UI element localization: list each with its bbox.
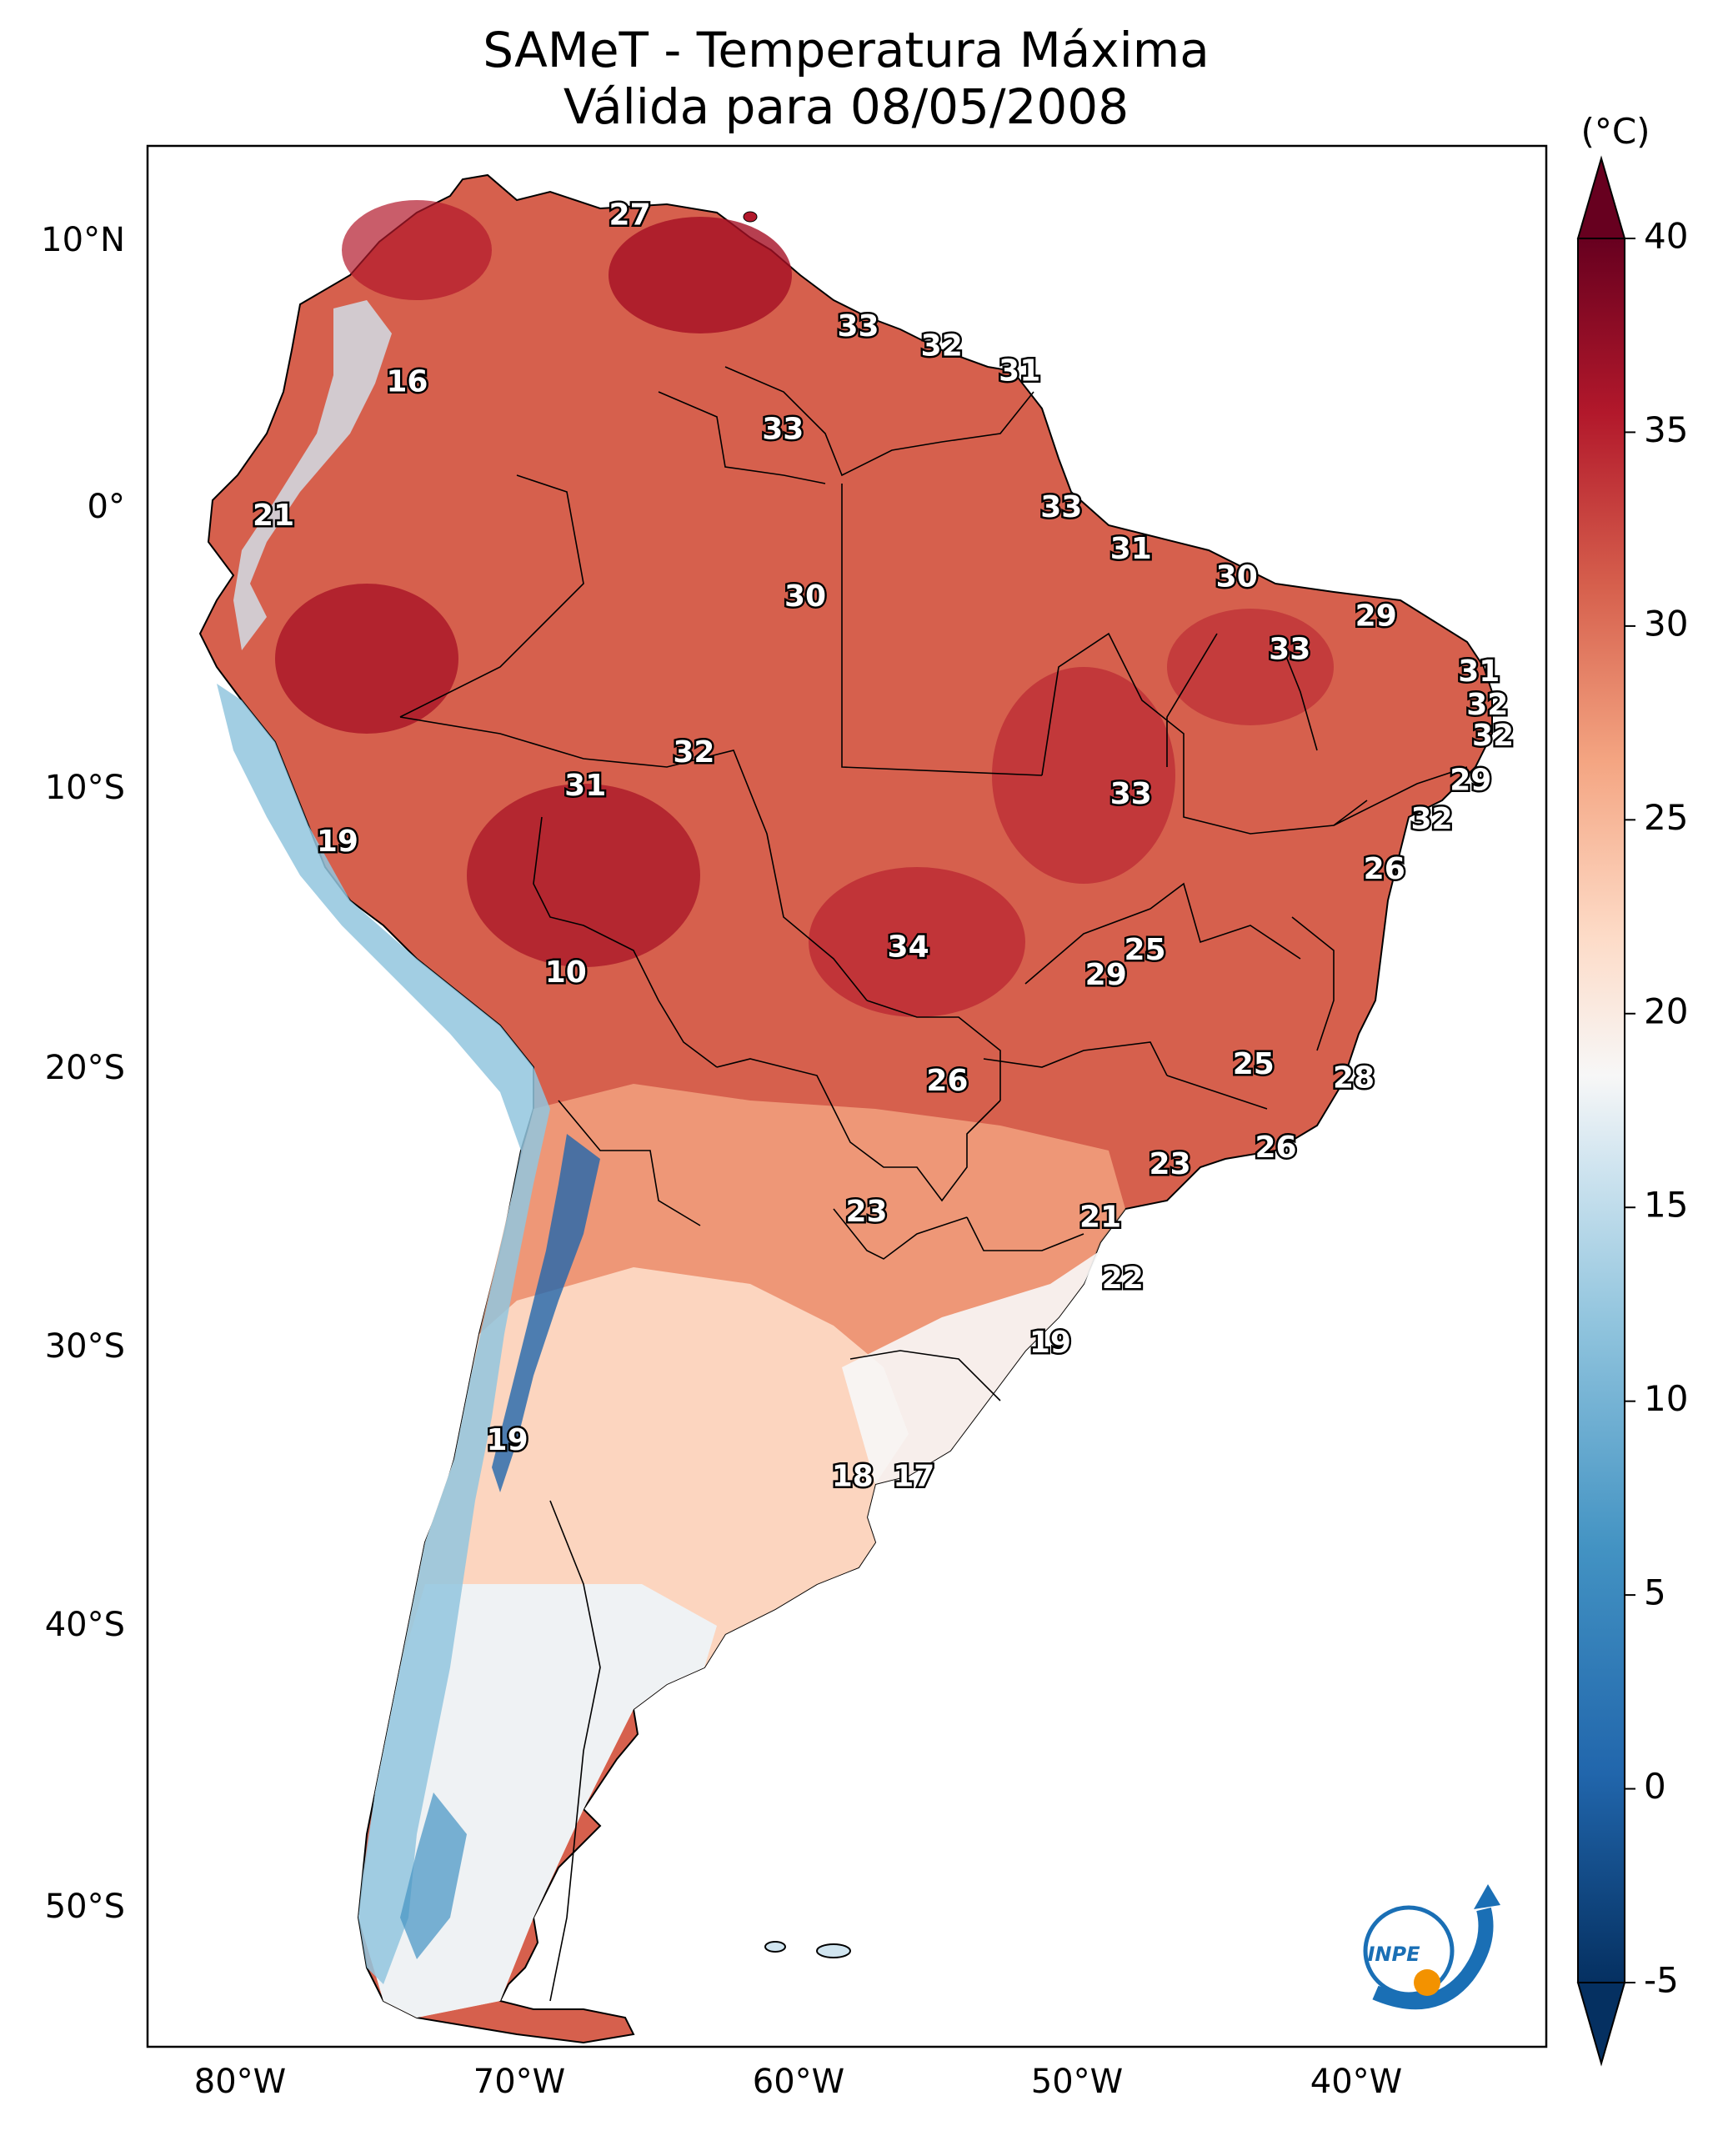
lon-tick-label: 80°W [194, 2063, 286, 2101]
temperature-value-label: 30 [1216, 560, 1258, 594]
lat-tick-label: 40°S [45, 1606, 125, 1644]
temperature-value-label: 29 [1450, 763, 1491, 797]
map-title-line-2: Válida para 08/05/2008 [563, 78, 1129, 135]
temperature-value-label: 21 [253, 499, 294, 533]
temperature-value-label: 33 [1040, 490, 1082, 524]
temperature-value-label: 25 [1233, 1047, 1275, 1081]
colorbar-tick-label: 0 [1644, 1766, 1666, 1807]
temperature-value-label: 22 [1102, 1261, 1144, 1296]
temperature-value-label: 25 [1124, 933, 1165, 967]
map-area [198, 173, 1493, 2044]
temperature-value-label: 31 [564, 769, 606, 803]
lon-tick-label: 40°W [1310, 2063, 1402, 2101]
colorbar-tick-label: 15 [1644, 1185, 1688, 1226]
temperature-value-label: 16 [386, 365, 428, 399]
colorbar-gradient [1577, 238, 1625, 1983]
colorbar: (°C) 40 35 30 25 20 15 10 5 0 -5 [1576, 111, 1688, 2067]
temperature-value-label: 26 [1255, 1131, 1296, 1165]
temperature-value-label: 30 [784, 579, 826, 614]
lon-tick-label: 60°W [753, 2063, 844, 2101]
colorbar-unit: (°C) [1580, 111, 1650, 152]
lat-tick-label: 10°S [45, 769, 125, 807]
lat-tick-label: 50°S [45, 1888, 125, 1926]
temperature-value-label: 32 [1472, 719, 1514, 753]
temperature-value-label: 33 [837, 309, 879, 343]
temperature-value-label: 31 [999, 353, 1040, 388]
temperature-value-label: 32 [1466, 688, 1508, 722]
colorbar-tick-label: 20 [1644, 990, 1688, 1031]
temperature-value-label: 34 [888, 930, 929, 965]
lon-ticks: 80°W 70°W 60°W 50°W 40°W [194, 2063, 1402, 2101]
temperature-value-label: 19 [317, 825, 358, 859]
lon-tick-label: 50°W [1031, 2063, 1123, 2101]
colorbar-tick-label: 30 [1644, 603, 1688, 644]
temperature-value-label: 26 [926, 1064, 968, 1098]
colorbar-tick-label: 40 [1644, 216, 1688, 257]
map-frame [146, 144, 1548, 2048]
lat-tick-label: 20°S [45, 1049, 125, 1087]
temperature-value-label: 33 [1110, 777, 1152, 811]
temperature-value-label: 23 [845, 1195, 887, 1229]
temperature-value-label: 27 [609, 198, 651, 232]
temperature-value-label: 29 [1355, 599, 1397, 633]
lat-tick-label: 30°S [45, 1327, 125, 1366]
temperature-value-label: 31 [1110, 532, 1152, 566]
temperature-value-label: 19 [1029, 1326, 1071, 1360]
logo-text: INPE [1368, 1943, 1421, 1966]
temperature-value-label: 31 [1458, 654, 1500, 689]
inpe-logo: INPE [1363, 1884, 1500, 2010]
logo-swoosh-icon [1372, 1907, 1494, 2010]
logo-arrow-icon [1474, 1884, 1500, 1909]
colorbar-tick-label: -5 [1644, 1960, 1679, 2001]
temperature-value-label: 32 [673, 735, 714, 770]
temperature-value-label: 26 [1364, 852, 1405, 886]
temperature-value-label: 19 [487, 1423, 528, 1457]
temperature-value-label: 23 [1150, 1147, 1191, 1181]
lat-tick-label: 10°N [41, 221, 125, 259]
temperature-value-label: 32 [921, 328, 963, 363]
colorbar-min-arrow [1576, 1982, 1626, 2067]
temperature-value-label: 18 [832, 1459, 874, 1493]
colorbar-tick-label: 25 [1644, 797, 1688, 838]
temperature-value-label: 33 [762, 413, 804, 447]
temperature-value-label: 17 [893, 1459, 934, 1493]
colorbar-tick-label: 5 [1644, 1572, 1666, 1613]
temperature-value-label: 10 [545, 955, 587, 990]
temperature-value-label: 28 [1333, 1061, 1375, 1096]
colorbar-tick-label: 35 [1644, 409, 1688, 450]
map-title-line-1: SAMeT - Temperatura Máxima [483, 22, 1210, 78]
lon-tick-label: 70°W [473, 2063, 565, 2101]
temperature-value-label: 21 [1079, 1201, 1121, 1235]
logo-sun-icon [1414, 1969, 1440, 1996]
temperature-value-label: 29 [1085, 958, 1127, 992]
temperature-value-label: 33 [1269, 632, 1310, 666]
lat-tick-label: 0° [88, 488, 125, 526]
lat-ticks: 10°N 0° 10°S 20°S 30°S 40°S 50°S [41, 221, 125, 1926]
colorbar-max-arrow [1576, 155, 1626, 239]
colorbar-tick-label: 10 [1644, 1378, 1688, 1419]
country-borders [399, 366, 1468, 2002]
temperature-value-label: 32 [1410, 802, 1452, 836]
